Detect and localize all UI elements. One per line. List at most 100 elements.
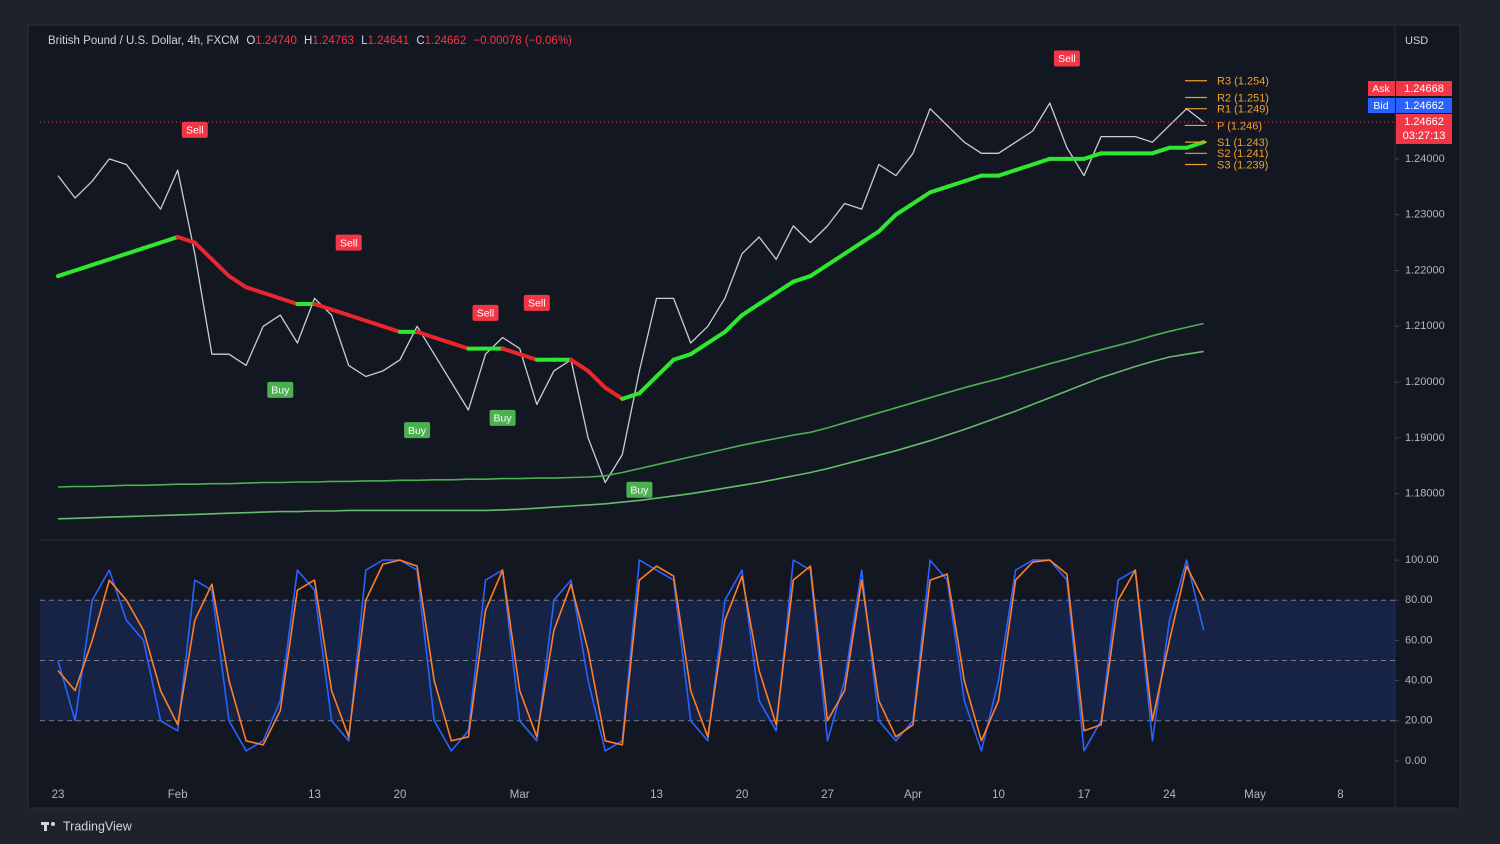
trend-segment (671, 352, 693, 362)
y-tick-label: 40.00 (1405, 674, 1433, 686)
trend-segment (449, 341, 471, 351)
trend-segment (158, 235, 180, 245)
trend-segment (124, 246, 146, 256)
buy-signal-label: Buy (494, 413, 513, 425)
trend-segment (928, 184, 950, 195)
buy-signal-label: Buy (408, 425, 427, 437)
trend-segment (90, 257, 112, 267)
x-tick-label: 20 (736, 789, 749, 801)
ask-label: Ask (1372, 83, 1390, 95)
buy-signal-label: Buy (271, 385, 290, 397)
y-tick-label: 1.21000 (1405, 320, 1445, 332)
sell-signal-label: Sell (1058, 53, 1076, 65)
series-line (57, 322, 1204, 488)
bid-tag (1368, 98, 1395, 113)
c-label: C (416, 35, 424, 47)
trend-segment (244, 285, 266, 295)
x-tick-label: 10 (992, 789, 1005, 801)
brand-logo (44, 822, 47, 831)
sell-signal-label: Sell (340, 237, 358, 249)
trend-segment (808, 262, 830, 279)
trend-segment (962, 173, 984, 184)
x-tick-label: Apr (904, 789, 922, 801)
o-label: O (246, 35, 255, 47)
y-tick-label: 20.00 (1405, 715, 1433, 727)
trend-segment (859, 229, 881, 245)
sell-signal-label: Sell (186, 125, 204, 137)
ask-value: 1.24668 (1404, 83, 1444, 95)
bid-value: 1.24662 (1404, 100, 1444, 112)
x-tick-label: 24 (1163, 789, 1176, 801)
y-tick-label: 1.23000 (1405, 209, 1445, 221)
plot-layer: 1.18000 1.19000 1.20000 1.21000 1.22000 1.230… (40, 102, 1445, 767)
chart-frame (27, 24, 1461, 809)
trend-segment (500, 346, 522, 357)
trend-segment (569, 357, 591, 373)
change: −0.00078 (−0.06%) (473, 35, 572, 47)
pivot-label: R3 (1.254) (1217, 76, 1269, 88)
y-tick-label: 80.00 (1405, 594, 1433, 606)
pivot-label: P (1.246) (1217, 120, 1262, 132)
y-tick-label: 0.00 (1405, 755, 1426, 767)
x-tick-label: May (1244, 789, 1266, 801)
h-label: H (304, 35, 312, 47)
sell-signal (472, 304, 499, 321)
trend-segment (842, 240, 864, 256)
trend-segment (73, 262, 95, 273)
pivot-label: R1 (1.249) (1217, 104, 1269, 116)
y-tick-label: 1.24000 (1405, 153, 1445, 165)
brand-logo (51, 822, 55, 826)
c-value: 1.24662 (425, 35, 467, 47)
sell-signal-label: Sell (528, 298, 546, 310)
ask-tag (1368, 81, 1395, 96)
sell-signal (523, 294, 550, 311)
trend-segment (1030, 156, 1052, 167)
trend-segment (740, 301, 762, 318)
trend-segment (107, 251, 129, 262)
trend-segment (876, 212, 898, 234)
sell-signal (1053, 50, 1080, 67)
trend-segment (654, 357, 676, 379)
x-tick-label: Feb (168, 789, 188, 801)
trend-segment (705, 329, 727, 346)
y-tick-label: 60.00 (1405, 634, 1433, 646)
trend-segment (209, 257, 231, 279)
trend-segment (825, 251, 847, 267)
countdown-label: 03:27:13 (1403, 130, 1446, 142)
symbol: British Pound / U.S. Dollar, 4h, FXCM (48, 35, 239, 47)
pivot-label: S1 (1.243) (1217, 137, 1268, 149)
bid-value-tag (1396, 98, 1452, 113)
x-tick-label: 13 (308, 789, 321, 801)
trend-segment (432, 335, 454, 346)
trend-segment (312, 301, 334, 312)
y-tick-label: 1.18000 (1405, 488, 1445, 500)
x-tick-label: 23 (52, 789, 65, 801)
trend-segment (329, 307, 351, 318)
trend-segment (620, 391, 642, 401)
trend-segment (56, 268, 78, 279)
trend-segment (893, 201, 915, 217)
y-tick-label: 1.20000 (1405, 376, 1445, 388)
trend-segment (1082, 151, 1104, 161)
trend-segment (192, 240, 214, 262)
trend-segment (774, 279, 796, 295)
x-tick-label: 20 (394, 789, 407, 801)
trend-segment (791, 274, 813, 284)
y-tick-label: 1.19000 (1405, 432, 1445, 444)
trend-segment (227, 274, 249, 290)
sell-signal-label: Sell (477, 308, 495, 320)
trend-segment (1150, 145, 1172, 156)
trend-segment (757, 290, 779, 306)
last-price-tag (1396, 113, 1452, 144)
x-tick-label: 13 (650, 789, 663, 801)
pivot-label: S2 (1.241) (1217, 148, 1268, 160)
trend-segment (688, 341, 710, 357)
trend-segment (278, 296, 300, 306)
buy-signal (626, 481, 653, 498)
trend-segment (346, 313, 368, 323)
y-tick-label: 1.22000 (1405, 264, 1445, 276)
trend-segment (722, 313, 744, 334)
sell-signal (335, 234, 362, 251)
